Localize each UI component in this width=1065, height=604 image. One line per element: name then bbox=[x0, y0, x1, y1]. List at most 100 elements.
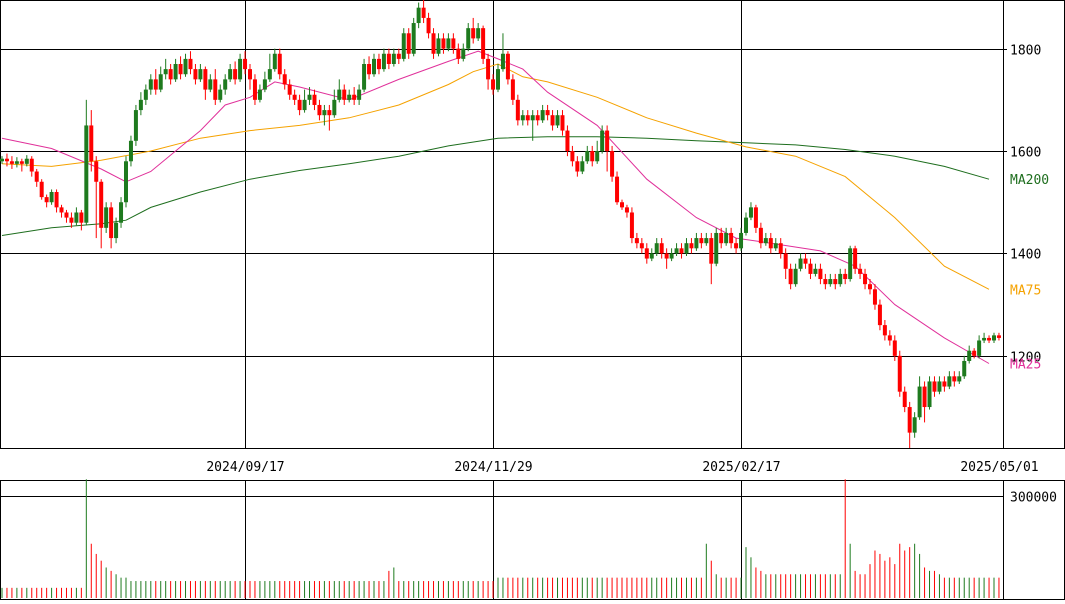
candle-body bbox=[54, 192, 59, 208]
candle-body bbox=[158, 74, 163, 90]
candle-body bbox=[748, 207, 753, 218]
candle-body bbox=[69, 217, 74, 223]
candle-body bbox=[337, 89, 342, 100]
y-tick-label: 1800 bbox=[1010, 44, 1041, 59]
candle-body bbox=[972, 350, 977, 356]
candle-body bbox=[89, 125, 94, 162]
candle-body bbox=[838, 273, 843, 285]
candle-body bbox=[644, 248, 649, 259]
candle-body bbox=[124, 161, 128, 203]
candle-body bbox=[238, 58, 243, 80]
candle-body bbox=[79, 212, 84, 223]
candle-body bbox=[565, 130, 570, 152]
candle-body bbox=[243, 58, 248, 70]
candle-body bbox=[486, 58, 491, 80]
candle-body bbox=[14, 161, 19, 164]
candle-body bbox=[287, 84, 292, 95]
candle-body bbox=[863, 273, 868, 285]
candle-body bbox=[84, 125, 89, 223]
candle-body bbox=[763, 238, 768, 244]
candle-body bbox=[317, 104, 322, 116]
date-label: 2024/11/29 bbox=[454, 460, 532, 475]
candle-body bbox=[431, 33, 436, 54]
candle-body bbox=[734, 243, 739, 249]
candle-body bbox=[877, 304, 882, 326]
candle-body bbox=[267, 69, 272, 80]
candle-body bbox=[491, 79, 496, 90]
candle-body bbox=[615, 176, 620, 203]
candle-body bbox=[248, 69, 252, 80]
candle-body bbox=[942, 381, 947, 387]
ma-label-ma25: MA25 bbox=[1010, 358, 1041, 373]
candle-body bbox=[605, 130, 610, 152]
candle-body bbox=[848, 248, 853, 280]
candle-body bbox=[173, 64, 178, 80]
candle-body bbox=[505, 53, 510, 80]
candle-body bbox=[44, 197, 49, 203]
candle-body bbox=[109, 207, 114, 239]
candle-body bbox=[119, 202, 124, 223]
y-tick-label: 1200 bbox=[1010, 351, 1041, 366]
candle-body bbox=[466, 28, 471, 49]
candle-body bbox=[902, 391, 907, 408]
candle-body bbox=[307, 94, 312, 100]
candle-body bbox=[29, 158, 34, 172]
candle-body bbox=[590, 151, 595, 162]
candle-body bbox=[262, 79, 267, 90]
candle-body bbox=[272, 53, 277, 70]
candle-body bbox=[535, 115, 540, 121]
candle-body bbox=[218, 89, 223, 100]
candle-body bbox=[768, 238, 773, 249]
candle-body bbox=[907, 407, 912, 433]
candle-body bbox=[654, 243, 659, 254]
candle-body bbox=[803, 258, 808, 264]
candle-body bbox=[19, 161, 24, 164]
candle-body bbox=[436, 38, 441, 54]
candle-body bbox=[634, 238, 639, 244]
candle-body bbox=[322, 110, 327, 116]
candle-body bbox=[629, 212, 634, 239]
candle-body bbox=[386, 53, 391, 64]
candle-body bbox=[9, 161, 14, 164]
candle-body bbox=[739, 232, 744, 249]
candle-body bbox=[813, 268, 818, 274]
candle-body bbox=[143, 89, 148, 100]
candle-body bbox=[992, 335, 996, 341]
candle-body bbox=[252, 79, 257, 100]
candle-body bbox=[704, 238, 709, 244]
candle-body bbox=[684, 243, 689, 254]
candle-body bbox=[853, 248, 858, 269]
candle-body bbox=[396, 53, 401, 59]
candle-body bbox=[297, 99, 302, 111]
candle-body bbox=[302, 99, 307, 111]
candle-body bbox=[163, 69, 168, 75]
candle-body bbox=[858, 268, 863, 274]
candle-body bbox=[719, 232, 724, 244]
candle-body bbox=[892, 340, 897, 356]
candle-body bbox=[277, 53, 282, 75]
candle-body bbox=[639, 243, 644, 249]
candle-body bbox=[372, 58, 376, 75]
candle-body bbox=[729, 232, 734, 244]
candle-body bbox=[133, 110, 138, 141]
ma-label-ma200: MA200 bbox=[1010, 173, 1049, 188]
candle-body bbox=[233, 69, 238, 80]
candle-body bbox=[456, 48, 461, 59]
candle-body bbox=[555, 115, 560, 126]
y-tick-label: 1400 bbox=[1010, 248, 1041, 263]
candle-body bbox=[114, 222, 119, 239]
candle-body bbox=[0, 158, 4, 162]
axis-labels: 1200 1400 1600 1800 2024/09/17 2024/11/29 2025… bbox=[206, 44, 1057, 506]
candle-body bbox=[64, 212, 69, 218]
candle-body bbox=[947, 376, 952, 387]
candle-body bbox=[99, 181, 104, 228]
candle-body bbox=[620, 202, 624, 208]
candle-body bbox=[49, 192, 54, 203]
candle-body bbox=[912, 417, 917, 433]
candlestick-series bbox=[0, 0, 1001, 448]
candle-body bbox=[977, 340, 982, 356]
candle-body bbox=[744, 217, 748, 233]
candle-body bbox=[679, 248, 684, 254]
candle-body bbox=[550, 115, 555, 126]
